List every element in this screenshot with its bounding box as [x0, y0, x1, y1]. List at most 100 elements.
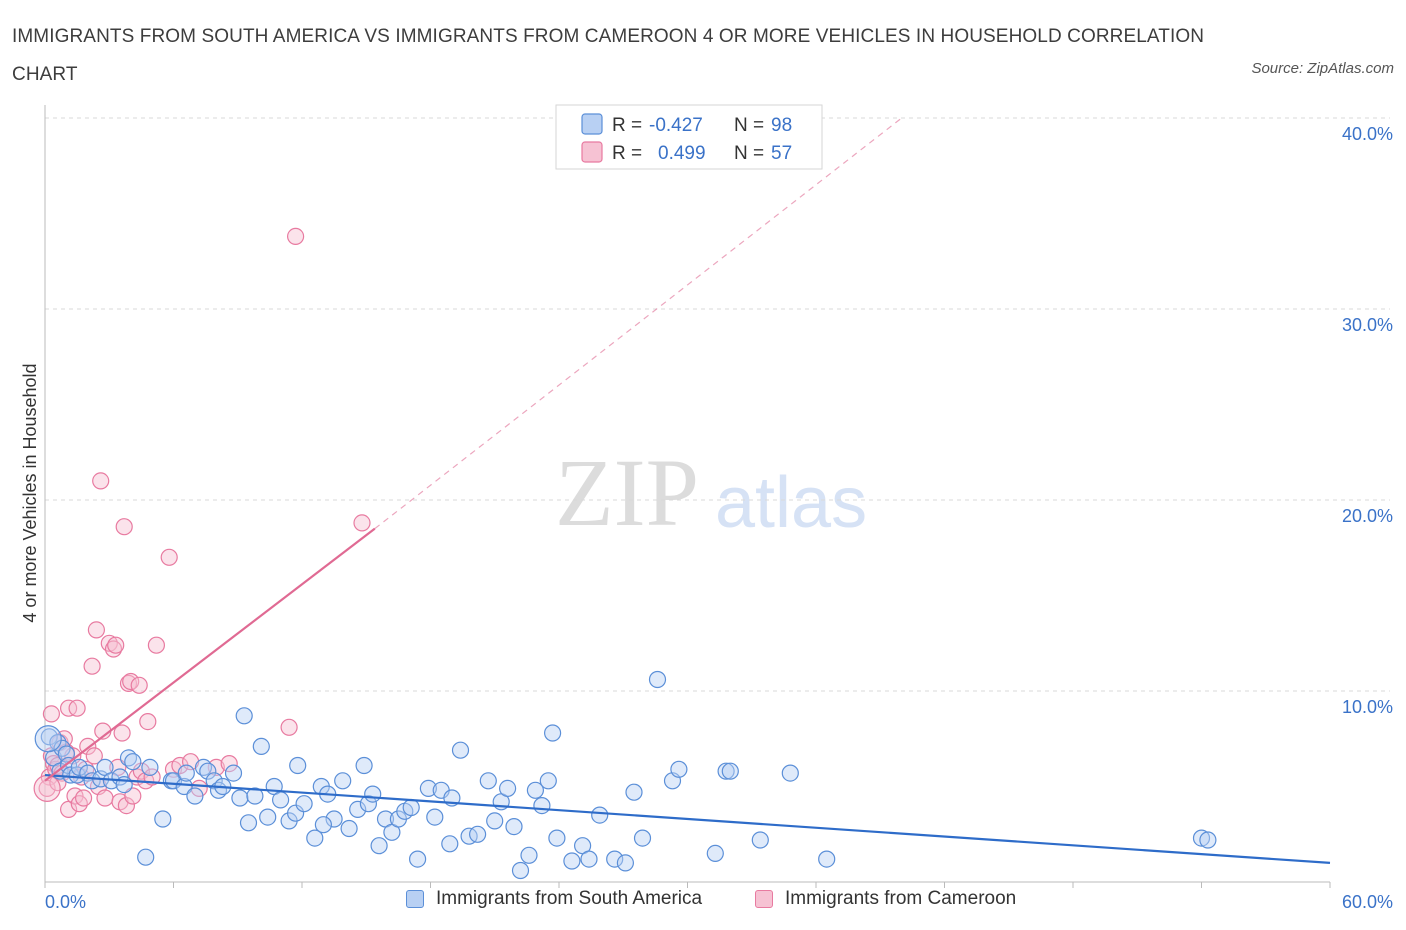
watermark-atlas: atlas [715, 463, 867, 543]
y-axis-label: 4 or more Vehicles in Household [20, 363, 40, 622]
south-america-point-53 [359, 795, 377, 813]
gridlines [45, 117, 1390, 692]
y-tick-label-3: 40.0% [1342, 124, 1393, 144]
south-america-point-100 [781, 764, 799, 782]
watermark-zip: ZIP [555, 439, 699, 546]
south-america-point-0 [40, 728, 58, 746]
legend-swatch-blue [581, 113, 603, 135]
legend-n-label-blue: N = [734, 115, 764, 136]
south-america-point-78 [533, 796, 551, 815]
south-america-point-65 [441, 835, 459, 853]
south-america-point-96 [818, 850, 836, 868]
south-america-point-77 [526, 781, 545, 799]
chart-title: IMMIGRANTS FROM SOUTH AMERICA VS IMMIGRA… [12, 26, 1205, 85]
south-america-point-91 [670, 760, 688, 778]
south-america-point-76 [520, 846, 538, 864]
south-america-point-9 [70, 758, 88, 777]
south-america-point-19 [137, 848, 155, 866]
tick-labels: 10.0% 20.0% 30.0% 40.0% 0.0% 60.0% [45, 124, 1393, 912]
south-america-point-93 [717, 762, 735, 780]
legend-n-value-blue: 98 [771, 115, 792, 136]
cameroon-point-48 [207, 758, 225, 777]
cameroon-point-43 [160, 548, 178, 566]
south-america-point-94 [721, 762, 739, 780]
cameroon-point-35 [124, 787, 142, 805]
south-america-point-21 [154, 810, 172, 828]
cameroon-point-34 [122, 672, 140, 691]
south-america-point-92 [706, 844, 724, 863]
south-america-point-63 [426, 808, 444, 826]
south-america-trend-line [44, 773, 1331, 864]
south-america-point-34 [235, 707, 253, 725]
south-america-point-24 [175, 777, 193, 796]
bottom-legend-cameroon: Immigrants from Cameroon [755, 888, 1016, 910]
south-america-point-55 [370, 837, 388, 855]
south-america-point-61 [409, 850, 427, 868]
cameroon-trend-line [44, 527, 376, 782]
south-america-point-20 [141, 758, 159, 777]
south-america-point-87 [616, 854, 635, 872]
x-tick-label-1: 60.0% [1342, 892, 1393, 912]
legend-r-value-blue: -0.427 [649, 115, 703, 136]
cameroon-point-31 [115, 518, 133, 536]
cameroon-point-49 [220, 754, 238, 773]
south-america-point-97 [1192, 829, 1211, 847]
south-america-point-37 [252, 737, 270, 756]
south-america-point-60 [402, 798, 420, 817]
cameroon-trend-extension [374, 117, 903, 530]
source-label: Source: ZipAtlas.com [1251, 60, 1394, 77]
cameroon-point-37 [130, 676, 148, 694]
south-america-point-cluster [34, 725, 62, 753]
south-america-point-70 [479, 772, 497, 790]
south-america-point-50 [340, 819, 358, 838]
cameroon-point-51 [287, 227, 305, 245]
x-tick-label-0: 0.0% [45, 892, 86, 912]
south-america-point-26 [186, 787, 204, 805]
cameroon-points [33, 227, 371, 819]
south-america-point-51 [349, 800, 367, 819]
south-america-point-75 [511, 861, 530, 880]
south-america-point-42 [287, 804, 305, 822]
cameroon-point-52 [353, 514, 371, 532]
y-tick-label-1: 20.0% [1342, 506, 1393, 526]
cameroon-point-50 [280, 718, 298, 736]
south-america-point-89 [633, 829, 652, 847]
bottom-legend-swatch-pink [755, 890, 773, 908]
legend-r-label-pink: R = [612, 143, 642, 164]
south-america-point-73 [499, 779, 517, 798]
cameroon-point-16 [74, 789, 93, 807]
trend-lines [44, 117, 1331, 864]
cameroon-point-38 [132, 762, 150, 780]
cameroon-point-42 [147, 636, 165, 654]
south-america-point-32 [224, 764, 243, 782]
cameroon-point-24 [96, 789, 114, 807]
bottom-legend-south-america: Immigrants from South America [406, 888, 702, 910]
stats-legend: R = -0.427 N = 98 R = 0.499 N = 57 [555, 104, 823, 170]
legend-n-label-pink: N = [734, 143, 764, 164]
legend-r-value-pink: 0.499 [658, 143, 706, 164]
south-america-point-99 [648, 670, 667, 689]
legend-r-label-blue: R = [612, 115, 642, 136]
south-america-point-25 [177, 764, 195, 782]
south-america-points [34, 670, 1217, 880]
south-america-point-48 [325, 810, 343, 828]
south-america-point-28 [199, 762, 217, 780]
legend-n-value-pink: 57 [771, 143, 792, 164]
south-america-point-74 [505, 817, 523, 836]
south-america-point-80 [543, 724, 562, 742]
south-america-point-95 [751, 831, 769, 849]
cameroon-point-40 [139, 712, 157, 731]
south-america-point-54 [364, 785, 382, 803]
south-america-point-33 [231, 789, 249, 807]
south-america-point-88 [625, 783, 643, 801]
south-america-point-69 [469, 825, 487, 843]
south-america-point-84 [580, 850, 598, 868]
south-america-point-67 [451, 741, 470, 759]
south-america-point-18 [124, 753, 142, 771]
south-america-point-44 [295, 795, 313, 813]
cameroon-point-20 [87, 621, 106, 639]
cameroon-point-32 [117, 796, 136, 815]
south-america-point-82 [563, 852, 581, 870]
cameroon-point-22 [92, 472, 110, 490]
